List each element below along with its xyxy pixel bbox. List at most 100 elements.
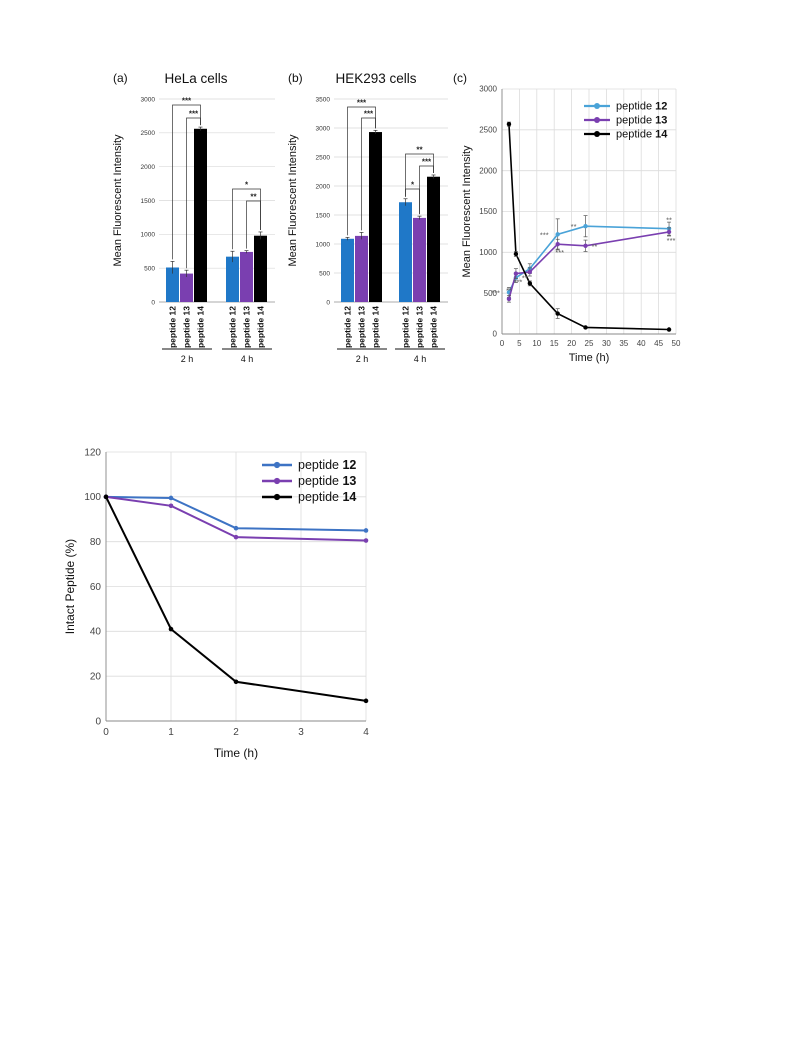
category-label-0-0-2: peptide 14: [196, 306, 206, 348]
y-tick-3-0: 0: [95, 716, 101, 727]
y-tick-3-5: 100: [84, 492, 101, 503]
y-axis-label-1: Mean Fluorescent Intensity: [287, 134, 299, 267]
y-tick-3-3: 60: [90, 582, 102, 593]
category-label-1-0-2: peptide 14: [371, 306, 381, 348]
significance-label-2-8: **: [666, 216, 672, 225]
data-point-2-2-2: [527, 281, 533, 286]
series-line-2-1: [508, 231, 670, 300]
significance-label-2-2: **: [522, 274, 528, 283]
x-tick-2-1: 5: [517, 339, 522, 348]
significance-label-1-0: ***: [357, 99, 367, 108]
legend-label-2-2-number: 14: [655, 129, 668, 141]
category-label-0-1-2: peptide 14: [256, 306, 266, 348]
y-axis-label-0: Mean Fluorescent Intensity: [112, 134, 124, 267]
group-label-1-1: 4 h: [414, 354, 427, 364]
significance-label-0-2: *: [245, 181, 249, 190]
data-point-2-2-1: [513, 251, 519, 257]
significance-label-2-0: ***: [491, 288, 500, 297]
category-label-0-1-1: peptide 13: [242, 306, 252, 348]
group-label-0-0: 2 h: [181, 354, 194, 364]
y-tick-1-0: 0: [326, 299, 330, 306]
category-label-0-0-0: peptide 12: [168, 306, 178, 348]
data-point-3-0-1: [168, 495, 174, 501]
y-tick-0-2: 1000: [141, 232, 156, 239]
legend-label-3-1: peptide 13: [298, 474, 356, 488]
series-line-3-2: [105, 496, 367, 702]
data-point-2-2-4: [583, 325, 588, 330]
category-label-1-1-2: peptide 14: [429, 306, 439, 348]
legend-label-2-0-word: peptide: [616, 101, 655, 113]
x-tick-2-6: 30: [602, 339, 611, 348]
significance-label-1-1: ***: [364, 110, 374, 119]
x-tick-2-5: 25: [585, 339, 594, 348]
y-tick-3-2: 40: [90, 627, 102, 638]
significance-label-2-7: **: [592, 242, 598, 251]
significance-label-2-6: **: [571, 222, 577, 231]
category-label-0-1-0: peptide 12: [228, 306, 238, 348]
bar-0-1-0: [226, 256, 239, 302]
significance-label-2-1: **: [506, 286, 512, 295]
data-point-2-2-5: [666, 327, 672, 332]
data-point-3-2-0: [103, 494, 109, 500]
y-tick-1-7: 3500: [316, 96, 331, 103]
legend-label-3-1-word: peptide: [298, 474, 342, 488]
legend-label-2-2-word: peptide: [616, 129, 655, 141]
significance-label-1-2: **: [416, 146, 423, 155]
bar-0-1-1: [240, 251, 253, 302]
data-point-3-0-2: [233, 525, 239, 531]
y-tick-3-4: 80: [90, 537, 102, 548]
y-tick-2-6: 3000: [479, 85, 497, 94]
series-line-2-2: [508, 124, 670, 331]
significance-label-0-0: ***: [182, 97, 192, 106]
x-tick-2-8: 40: [637, 339, 646, 348]
group-label-1-0: 2 h: [356, 354, 369, 364]
legend-marker-2-0: [594, 103, 600, 109]
x-tick-3-4: 4: [363, 727, 369, 738]
legend-label-2-1-number: 13: [655, 115, 667, 127]
series-line-3-0: [105, 495, 367, 532]
legend-label-3-0: peptide 12: [298, 458, 356, 472]
x-tick-2-2: 10: [532, 339, 541, 348]
data-point-3-2-2: [233, 679, 239, 685]
significance-label-0-1: ***: [189, 110, 199, 119]
y-tick-0-3: 1500: [141, 198, 156, 205]
data-point-3-2-3: [363, 698, 369, 704]
data-point-3-0-3: [363, 528, 369, 533]
bar-1-0-0: [341, 238, 354, 302]
significance-bracket-1-4: [419, 165, 434, 215]
y-tick-0-1: 500: [144, 265, 155, 272]
data-point-2-0-3: [555, 232, 560, 237]
chart-title-0: HeLa cells: [164, 71, 227, 86]
bar-1-1-1: [413, 217, 426, 302]
category-label-1-1-0: peptide 12: [401, 306, 411, 348]
y-tick-1-4: 2000: [316, 183, 331, 190]
category-label-1-0-1: peptide 13: [357, 306, 367, 348]
data-point-2-1-5: [666, 229, 672, 235]
data-point-2-2-3: [555, 311, 560, 316]
significance-label-0-3: **: [250, 193, 257, 202]
legend-label-2-2: peptide 14: [616, 129, 668, 141]
y-tick-1-3: 1500: [316, 212, 331, 219]
data-point-2-1-3: [555, 241, 560, 247]
category-label-1-0-0: peptide 12: [343, 306, 353, 348]
significance-label-1-3: *: [411, 181, 415, 190]
data-point-3-1-3: [363, 538, 369, 543]
y-tick-2-3: 1500: [479, 207, 497, 216]
data-point-2-0-4: [583, 224, 588, 229]
legend-marker-2-1: [594, 117, 600, 123]
y-tick-0-4: 2000: [141, 164, 156, 171]
legend-label-3-0-word: peptide: [298, 458, 342, 472]
x-tick-3-0: 0: [103, 727, 109, 738]
significance-label-2-4: ***: [540, 230, 549, 239]
significance-bracket-1-2: [405, 153, 434, 197]
panel-label-1: (b): [288, 71, 303, 85]
x-tick-2-0: 0: [500, 339, 505, 348]
x-tick-3-3: 3: [298, 727, 304, 738]
y-tick-2-2: 1000: [479, 248, 497, 257]
bar-1-1-2: [427, 176, 440, 302]
legend-label-3-2: peptide 14: [298, 490, 356, 504]
bar-1-0-2: [369, 132, 382, 302]
group-label-0-1: 4 h: [241, 354, 254, 364]
data-point-2-1-1: [513, 271, 519, 276]
